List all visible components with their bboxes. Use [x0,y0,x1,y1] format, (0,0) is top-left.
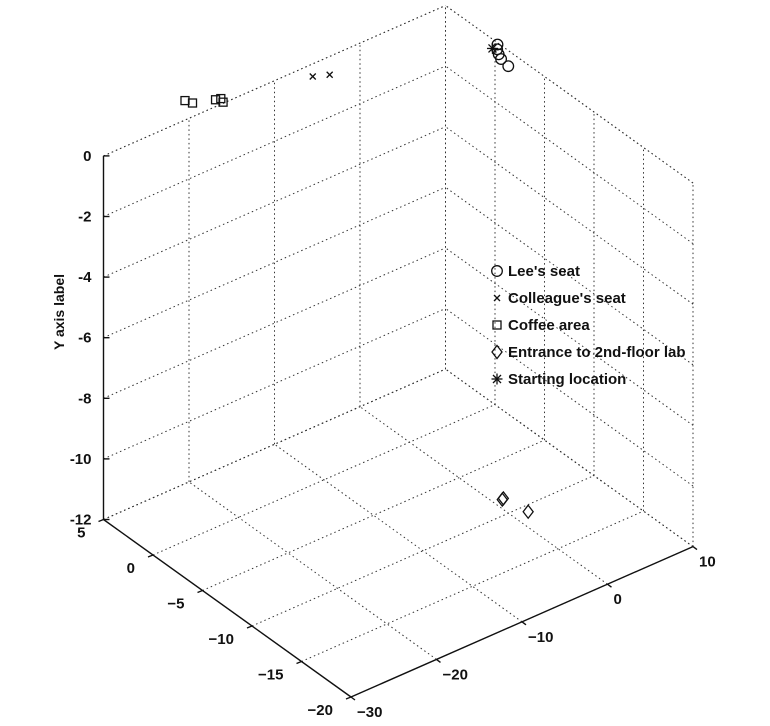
x-tick-mark [607,583,612,588]
y-tick-label: -2 [78,209,91,226]
gridline-y [445,186,694,366]
data-point-diamond [496,492,509,508]
gridline-y [103,5,446,157]
gridline-y [445,368,694,548]
data-point-square [218,97,228,107]
gridline-z [301,510,644,662]
y-tick-label: 0 [83,148,91,165]
z-tick-mark [98,518,104,523]
x-tick-label: −30 [357,704,382,721]
y-axis-label: Y axis label [51,274,67,350]
legend-entry: Colleague's seat [508,290,626,307]
x-tick-label: 10 [699,554,716,571]
gridline-y [103,126,446,278]
x-tick-label: 0 [614,591,622,608]
z-tick-mark [345,696,352,700]
gridline-z [202,439,545,591]
x-tick-mark [521,621,527,626]
data-point-x [326,71,334,79]
gridline-z [152,404,496,556]
gridline-y [445,247,694,426]
gridline-x [359,406,608,585]
gridline-y [103,368,446,520]
y-tick-label: -10 [70,451,92,468]
data-point-asterisk [486,42,498,54]
x-tick-label: −10 [528,629,553,646]
legend-marker-x [493,294,501,302]
legend-marker-circle [491,265,503,277]
z-tick-label: 5 [77,525,85,542]
legend-marker-square [492,320,502,330]
y-tick-label: -12 [70,512,92,529]
y-tick-label: -6 [78,330,91,347]
z-tick-label: −20 [308,702,333,719]
data-point-square [180,95,190,106]
gridline-z [251,475,595,627]
z-tick-label: 0 [127,560,135,577]
gridline-y [445,126,694,305]
x-tick-mark [692,546,698,551]
z-tick-label: −10 [209,631,234,648]
legend-marker-diamond [491,344,503,360]
data-point-square [187,98,198,108]
gridline-y [445,308,694,487]
legend-entry: Coffee area [508,317,590,334]
y-tick-label: -8 [78,390,91,407]
gridline-x [188,481,437,660]
z-tick-mark [147,554,154,558]
gridline-x [274,443,523,623]
z-axis-line [103,518,352,698]
legend-entry: Lee's seat [508,263,580,280]
z-tick-label: −5 [167,596,184,613]
legend: Lee's seat Colleague's seat Coffee area Ent… [491,263,686,388]
data-point-circle [492,48,505,61]
z-tick-mark [296,660,302,665]
legend-entry: Starting location [508,371,626,388]
z-tick-mark [197,589,203,594]
gridline-y [445,5,694,184]
x-tick-mark [350,696,356,701]
gridline-y [103,247,446,399]
data-point-circle [502,60,515,73]
data-point-diamond [522,504,534,520]
x-tick-label: −20 [443,666,468,683]
gridline-y [445,65,694,245]
y-tick-label: -4 [78,269,92,286]
gridline-y [103,308,446,460]
legend-marker-asterisk [491,373,503,385]
gridline-y [103,65,446,217]
x-tick-mark [436,658,441,663]
z-tick-label: −15 [258,667,283,684]
z-tick-mark [246,625,253,629]
gridline-y [103,186,446,339]
legend-entry: Entrance to 2nd-floor lab [508,344,686,361]
data-point-x [309,73,317,80]
